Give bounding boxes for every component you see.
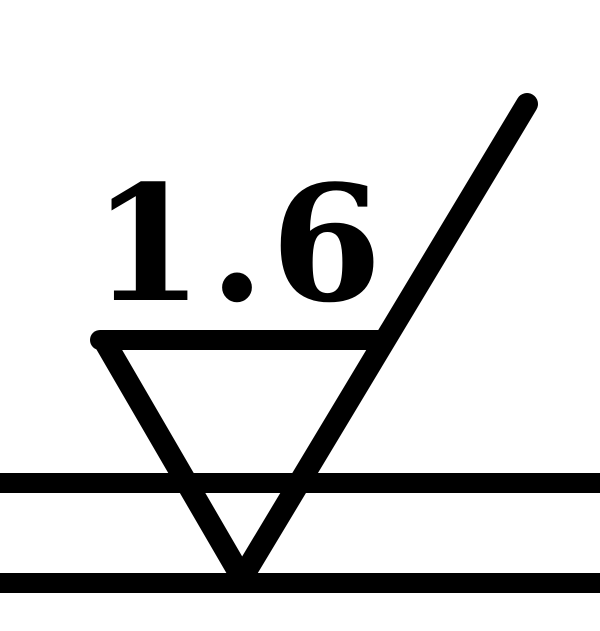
check-long-leg <box>231 93 538 589</box>
roughness-value: 1.6 <box>92 150 382 338</box>
check-short-leg <box>95 333 253 589</box>
